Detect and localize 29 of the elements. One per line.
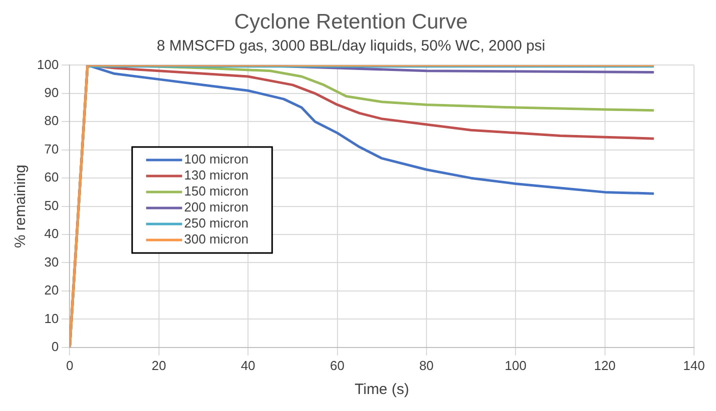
legend-label: 300 micron [184, 232, 248, 247]
chart-title: Cyclone Retention Curve [234, 10, 468, 34]
y-tick-label: 50 [44, 198, 59, 213]
x-tick-label: 20 [152, 358, 166, 373]
y-tick-label: 60 [44, 170, 59, 185]
x-tick-label: 80 [419, 358, 434, 373]
x-tick-label: 40 [240, 358, 256, 373]
x-tick-label: 60 [330, 358, 344, 373]
y-axis-title: % remaining [12, 164, 30, 248]
x-tick-label: 0 [66, 358, 74, 373]
legend-label: 130 micron [184, 168, 248, 183]
y-tick-label: 0 [51, 338, 59, 354]
y-tick-label: 80 [44, 113, 59, 128]
y-tick-label: 20 [44, 282, 59, 298]
y-tick-label: 30 [44, 254, 59, 270]
y-tick-label: 90 [44, 85, 59, 100]
legend-label: 100 micron [184, 152, 248, 167]
y-tick-label: 100 [36, 56, 59, 72]
chart-subtitle: 8 MMSCFD gas, 3000 BBL/day liquids, 50% WC, 2000 psi [156, 37, 546, 54]
y-tick-label: 40 [44, 226, 59, 242]
x-tick-label: 140 [683, 358, 705, 373]
y-tick-label: 70 [44, 141, 59, 156]
legend-label: 200 micron [184, 200, 248, 215]
legend-label: 150 micron [184, 184, 248, 199]
x-tick-label: 100 [504, 358, 526, 373]
y-tick-label: 10 [44, 310, 59, 326]
x-axis-title: Time (s) [354, 381, 410, 398]
legend-label: 250 micron [184, 216, 248, 231]
x-tick-label: 120 [594, 358, 616, 373]
